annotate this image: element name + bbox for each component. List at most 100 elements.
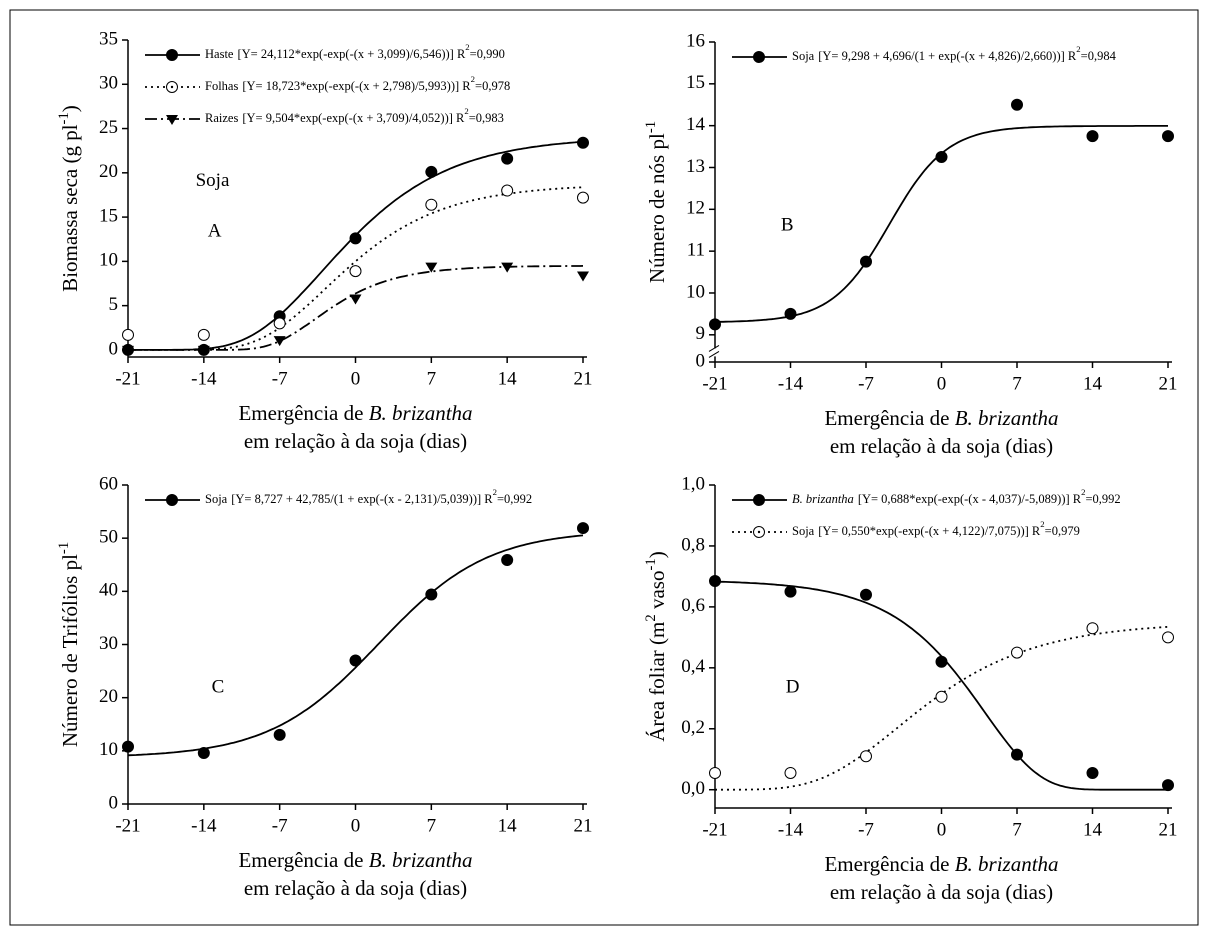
y-axis-label: Área foliar (m2 vaso-1) (643, 551, 668, 741)
y-axis-label: Biomassa seca (g pl-1) (56, 105, 81, 292)
legend-label: Soja [Y= 0,550*exp(-exp(-(x + 4,122)/7,07… (792, 519, 1080, 538)
point (122, 740, 134, 753)
x-tick-label: -14 (191, 815, 217, 836)
point (273, 336, 286, 347)
y-tick-label: 1,0 (681, 473, 705, 494)
x-tick-label: -7 (272, 815, 288, 836)
point (122, 345, 134, 356)
x-tick-label: 0 (351, 368, 361, 389)
x-axis-label: em relação à da soja (dias) (830, 434, 1053, 458)
y-tick-label: 15 (686, 72, 705, 93)
x-tick-label: 21 (1159, 819, 1178, 840)
point (273, 317, 286, 330)
legend-marker (166, 49, 178, 61)
text-part: Número de Trifólios pl (58, 554, 82, 747)
text-part: 2 (465, 42, 469, 52)
point (784, 307, 797, 320)
annotation: Soja (196, 170, 230, 191)
text-part: =0,992 (497, 492, 532, 506)
point (1162, 130, 1174, 143)
x-tick-label: -7 (858, 373, 874, 394)
point (577, 136, 589, 149)
y-tick-label: 13 (686, 156, 705, 177)
axis-break (708, 350, 720, 358)
annotation: A (208, 221, 222, 242)
text-part: 2 (1076, 44, 1080, 54)
point (709, 574, 721, 587)
x-axis-label: em relação à da soja (dias) (244, 429, 467, 453)
text-part: Biomassa seca (g pl (58, 124, 82, 292)
legend-name: Soja (205, 492, 228, 506)
text-part: vaso (645, 571, 669, 615)
y-tick-label: 0 (109, 792, 119, 813)
text-part: =0,990 (470, 47, 505, 61)
x-tick-label: -7 (272, 368, 288, 389)
legend-fit: [Y= 9,504*exp(-exp(-(x + 3,709)/4,052))]… (242, 106, 504, 125)
y-tick-label: 16 (686, 30, 705, 51)
point (1086, 766, 1099, 779)
point (1086, 130, 1099, 143)
axis-break (708, 344, 720, 352)
y-tick-label: 10 (99, 250, 118, 271)
x-axis-label: em relação à da soja (dias) (830, 880, 1053, 904)
point (860, 255, 872, 268)
text-part: [Y= 9,298 + 4,696/(1 + exp(-(x + 4,826)/… (818, 49, 1077, 63)
y-tick-label: 12 (686, 198, 705, 219)
text-part: [Y= 18,723*exp(-exp(-(x + 2,798)/5,993))… (242, 79, 471, 93)
text-part: ) (58, 105, 82, 112)
text-part: -1 (643, 121, 659, 133)
y-tick-label: 35 (99, 28, 118, 49)
text-part: =0,978 (475, 79, 510, 93)
point (425, 588, 438, 601)
x-tick-label: -21 (115, 368, 140, 389)
point (1162, 631, 1174, 644)
text-part: Emergência de (238, 848, 368, 872)
text-part: em relação à da soja (dias) (830, 880, 1053, 904)
x-tick-label: 7 (427, 815, 437, 836)
text-part: B. brizantha (369, 848, 473, 872)
y-tick-label: 60 (99, 473, 118, 494)
legend-marker-dot (170, 85, 174, 89)
fit-curve (714, 580, 1168, 791)
text-part: Emergência de (238, 401, 368, 425)
x-tick-label: 7 (427, 368, 437, 389)
x-axis-label: em relação à da soja (dias) (244, 876, 467, 900)
x-tick-label: 0 (937, 373, 947, 394)
point (860, 750, 872, 763)
fit-curve (715, 626, 1169, 791)
legend-marker-dot (757, 530, 761, 534)
legend-name: Soja (792, 49, 815, 63)
y-tick-label: 20 (99, 686, 118, 707)
legend-fit: [Y= 18,723*exp(-exp(-(x + 2,798)/5,993))… (242, 74, 510, 93)
annotation: B (781, 214, 794, 235)
point (1011, 646, 1023, 659)
text-part: [Y= 0,688*exp(-exp(-(x - 4,037)/-5,089))… (858, 492, 1082, 506)
point (197, 345, 210, 356)
y-tick-label: 50 (99, 527, 118, 548)
point (784, 766, 797, 779)
x-tick-label: 21 (574, 815, 593, 836)
text-part: Área foliar (m (645, 622, 669, 742)
text-part: 2 (464, 106, 468, 116)
x-tick-label: -21 (702, 373, 727, 394)
point (425, 198, 438, 211)
legend-marker (753, 494, 765, 506)
text-part: 2 (1040, 519, 1044, 529)
legend-fit: [Y= 8,727 + 42,785/(1 + exp(-(x - 2,131)… (231, 487, 532, 506)
point (197, 746, 210, 759)
text-part: =0,979 (1045, 524, 1080, 538)
x-tick-label: 21 (1159, 373, 1178, 394)
x-axis-label: Emergência de B. brizantha (824, 406, 1058, 430)
frame (9, 9, 1199, 926)
text-part: B. brizantha (369, 401, 473, 425)
point (709, 318, 721, 331)
text-part: =0,983 (469, 111, 504, 125)
x-tick-label: -14 (778, 373, 804, 394)
text-part: [Y= 8,727 + 42,785/(1 + exp(-(x - 2,131)… (231, 492, 493, 506)
x-tick-label: 14 (498, 815, 518, 836)
point (501, 152, 514, 165)
x-tick-label: -14 (778, 819, 804, 840)
legend-fit: [Y= 0,688*exp(-exp(-(x - 4,037)/-5,089))… (858, 487, 1121, 506)
legend-label: B. brizantha [Y= 0,688*exp(-exp(-(x - 4,0… (792, 487, 1121, 506)
